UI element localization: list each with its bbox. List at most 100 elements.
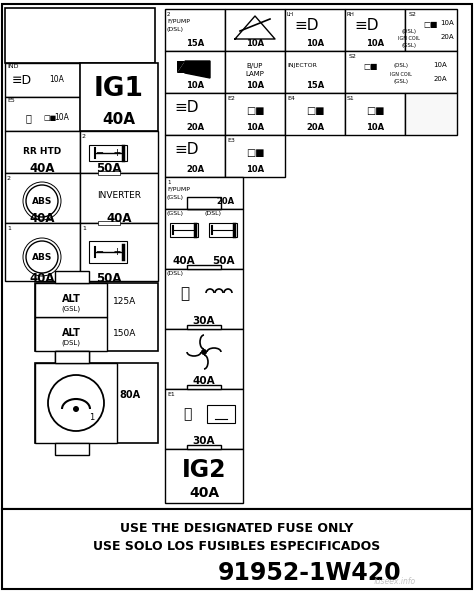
- Text: S2: S2: [409, 11, 417, 17]
- Text: 20A: 20A: [306, 122, 324, 132]
- Text: E3: E3: [227, 138, 235, 142]
- Bar: [187, 385, 221, 389]
- Bar: [405, 93, 457, 135]
- Text: F/PUMP: F/PUMP: [167, 18, 190, 24]
- Polygon shape: [177, 61, 185, 73]
- Text: 15A: 15A: [306, 80, 324, 89]
- Bar: [165, 209, 243, 269]
- Bar: [98, 221, 120, 225]
- Polygon shape: [235, 16, 275, 39]
- Bar: [187, 197, 221, 209]
- Text: 10A: 10A: [246, 122, 264, 132]
- Bar: [89, 145, 127, 161]
- Text: ⛽: ⛽: [181, 287, 190, 301]
- Bar: [5, 223, 80, 281]
- Text: (DSL): (DSL): [205, 212, 222, 216]
- Text: IGN COIL: IGN COIL: [390, 72, 412, 76]
- Bar: [225, 93, 285, 135]
- Text: IG1: IG1: [94, 76, 144, 102]
- Bar: [345, 9, 405, 51]
- Text: 10A: 10A: [306, 38, 324, 47]
- Bar: [2, 4, 472, 509]
- Text: 20A: 20A: [186, 122, 204, 132]
- Circle shape: [201, 349, 207, 355]
- Text: 10A: 10A: [433, 62, 447, 68]
- Bar: [165, 135, 225, 177]
- Text: S1: S1: [347, 96, 355, 100]
- Text: (GSL): (GSL): [167, 212, 184, 216]
- Bar: [345, 51, 457, 93]
- Text: USE SOLO LOS FUSIBLES ESPECIFICADOS: USE SOLO LOS FUSIBLES ESPECIFICADOS: [93, 540, 381, 553]
- Text: (DSL): (DSL): [393, 63, 409, 69]
- Text: □■: □■: [366, 106, 384, 116]
- Text: ⛔: ⛔: [183, 407, 191, 421]
- Text: 2: 2: [167, 11, 171, 17]
- Text: 10A: 10A: [50, 76, 64, 85]
- Text: (GSL): (GSL): [62, 306, 81, 312]
- Text: □■: □■: [364, 63, 378, 72]
- Bar: [80, 131, 158, 173]
- Text: ALT: ALT: [62, 328, 81, 338]
- Text: 20A: 20A: [216, 196, 234, 206]
- Bar: [345, 93, 405, 135]
- Bar: [170, 223, 198, 237]
- Text: 10A: 10A: [246, 38, 264, 47]
- Bar: [285, 93, 345, 135]
- Bar: [5, 131, 80, 173]
- Text: (GSL): (GSL): [401, 43, 417, 47]
- Text: ABS: ABS: [32, 252, 52, 261]
- Text: USE THE DESIGNATED FUSE ONLY: USE THE DESIGNATED FUSE ONLY: [120, 522, 354, 535]
- Text: 1: 1: [167, 180, 171, 184]
- Text: (DSL): (DSL): [401, 28, 417, 34]
- Circle shape: [73, 406, 79, 412]
- Text: B/UP: B/UP: [247, 63, 263, 69]
- Bar: [5, 173, 80, 223]
- Bar: [55, 271, 89, 283]
- Text: □■: □■: [306, 106, 324, 116]
- Text: ≡D: ≡D: [295, 18, 319, 33]
- Bar: [165, 9, 225, 51]
- Text: ≡D: ≡D: [175, 100, 199, 115]
- Bar: [165, 51, 225, 93]
- Bar: [165, 269, 243, 329]
- Text: ⛔: ⛔: [25, 113, 31, 123]
- Bar: [5, 8, 155, 63]
- Text: 125A: 125A: [113, 297, 137, 306]
- Text: ≡D: ≡D: [175, 142, 199, 157]
- Text: 80A: 80A: [119, 390, 141, 400]
- Text: □■: □■: [246, 148, 264, 158]
- Text: 40A: 40A: [106, 213, 132, 226]
- Text: −   +: − +: [96, 148, 122, 158]
- Bar: [225, 135, 285, 177]
- Text: 1: 1: [7, 226, 11, 232]
- Text: 10A: 10A: [440, 20, 454, 26]
- Text: 40A: 40A: [29, 271, 55, 284]
- Text: 2: 2: [7, 176, 11, 180]
- Text: F/PUMP: F/PUMP: [167, 187, 190, 191]
- Text: 10A: 10A: [55, 113, 69, 122]
- Text: 15A: 15A: [186, 38, 204, 47]
- Text: □■: □■: [424, 20, 438, 28]
- Text: 150A: 150A: [113, 329, 137, 337]
- Bar: [187, 445, 221, 449]
- Text: INJECTOR: INJECTOR: [287, 63, 317, 69]
- Text: ≡D: ≡D: [355, 18, 379, 33]
- Text: LH: LH: [287, 11, 294, 17]
- Bar: [187, 325, 221, 329]
- Text: ALT: ALT: [62, 294, 81, 304]
- Text: 50A: 50A: [96, 161, 122, 174]
- Text: E1: E1: [167, 391, 175, 397]
- Bar: [405, 9, 457, 51]
- Text: 10A: 10A: [366, 122, 384, 132]
- Bar: [80, 63, 158, 131]
- Bar: [80, 223, 158, 281]
- Bar: [225, 51, 285, 93]
- Text: fuseex.info: fuseex.info: [374, 576, 416, 586]
- Text: 2: 2: [82, 134, 86, 138]
- Bar: [35, 317, 107, 351]
- Bar: [89, 241, 127, 263]
- Text: (DSL): (DSL): [167, 271, 184, 277]
- Bar: [165, 449, 243, 503]
- Text: INVERTER: INVERTER: [97, 191, 141, 200]
- Bar: [2, 509, 472, 589]
